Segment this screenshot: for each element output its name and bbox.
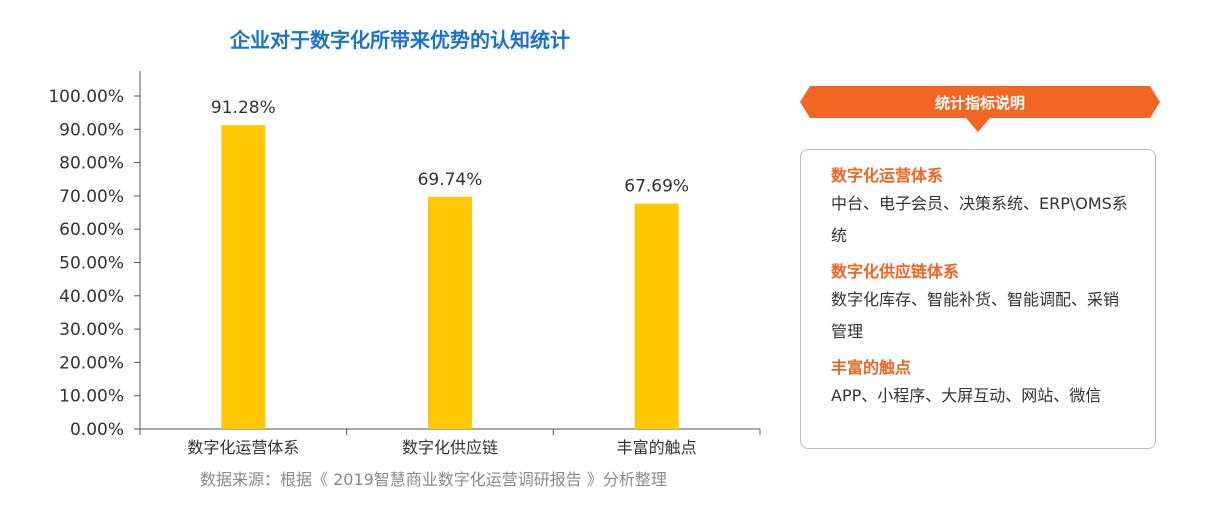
- legend-banner: 统计指标说明: [800, 86, 1160, 132]
- legend-desc-touchpoints: APP、小程序、大屏互动、网站、微信: [831, 386, 1102, 405]
- y-tick-label: 30.00%: [59, 320, 124, 340]
- chart-title: 企业对于数字化所带来优势的认知统计: [230, 28, 570, 52]
- bar-2: [428, 196, 472, 429]
- legend-desc-operations: 中台、电子会员、决策系统、ERP\OMS系统: [831, 194, 1128, 245]
- legend-panel: 数字化运营体系 中台、电子会员、决策系统、ERP\OMS系统 数字化供应链体系 …: [800, 149, 1156, 449]
- legend-desc-supply-chain: 数字化库存、智能补货、智能调配、采销管理: [831, 290, 1120, 341]
- bar-1: [221, 125, 266, 429]
- legend-heading-operations: 数字化运营体系: [831, 166, 944, 185]
- y-tick-label: 50.00%: [59, 254, 124, 274]
- y-tick-label: 40.00%: [59, 287, 124, 307]
- data-label-2: 69.74%: [418, 170, 483, 190]
- legend-banner-shape: [800, 86, 1160, 132]
- legend-heading-supply-chain: 数字化供应链体系: [831, 262, 960, 281]
- y-tick-label: 90.00%: [59, 120, 124, 140]
- data-label-1: 91.28%: [211, 98, 276, 118]
- x-tick-label-3: 丰富的触点: [617, 438, 697, 457]
- y-tick-label: 70.00%: [59, 187, 124, 207]
- bar-3: [634, 203, 679, 429]
- legend-heading-touchpoints: 丰富的触点: [831, 358, 912, 377]
- y-tick-label: 100.00%: [48, 87, 124, 107]
- bar-chart: 0.00% 10.00% 20.00% 30.00% 40.00% 50.00% 60.00…: [48, 71, 761, 457]
- x-tick-label-1: 数字化运营体系: [187, 438, 299, 457]
- x-tick-label-2: 数字化供应链: [402, 438, 498, 457]
- y-tick-label: 80.00%: [59, 154, 124, 174]
- y-tick-label: 60.00%: [59, 220, 124, 240]
- legend-banner-title: 统计指标说明: [934, 94, 1025, 112]
- data-label-3: 67.69%: [624, 177, 689, 197]
- y-tick-label: 20.00%: [59, 353, 124, 373]
- source-note: 数据来源：根据《 2019智慧商业数字化运营调研报告 》分析整理: [200, 470, 667, 489]
- y-tick-label: 0.00%: [70, 420, 124, 440]
- y-tick-label: 10.00%: [59, 387, 124, 407]
